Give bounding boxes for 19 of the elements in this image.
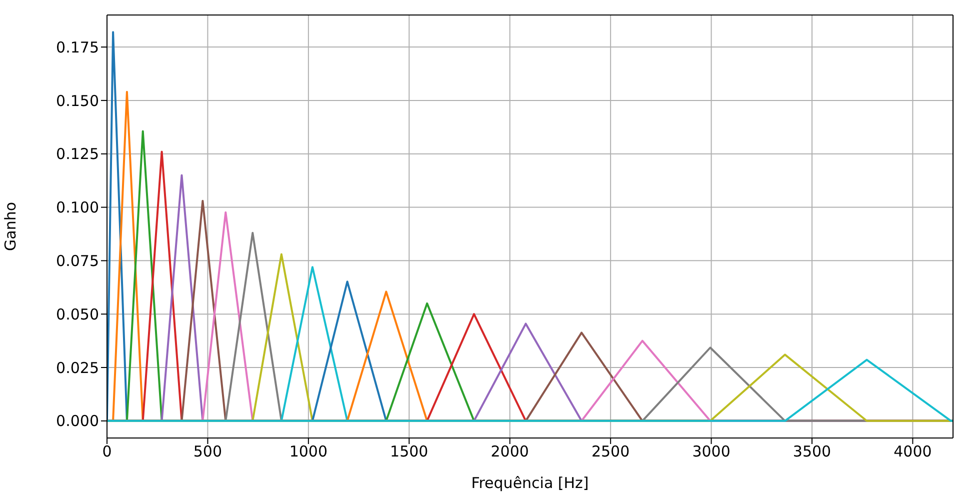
y-tick-label: 0.025 [56, 358, 99, 377]
y-tick-label: 0.050 [56, 305, 99, 324]
x-tick-label: 0 [102, 442, 112, 461]
y-tick-label: 0.150 [56, 92, 99, 110]
x-tick-label: 2000 [490, 442, 529, 461]
x-tick-label: 3000 [692, 442, 730, 461]
x-tick-label: 4000 [894, 442, 932, 461]
x-tick-label: 1000 [289, 442, 328, 461]
y-tick-label: 0.125 [56, 145, 99, 164]
x-tick-label: 500 [193, 442, 222, 461]
x-axis-title: Frequência [Hz] [471, 474, 589, 492]
x-tick-label: 1500 [390, 442, 428, 461]
x-tick-label: 3500 [792, 442, 832, 461]
y-tick-label: 0.100 [56, 198, 99, 217]
y-tick-label: 0.000 [56, 412, 99, 430]
y-axis-title: Ganho [1, 202, 20, 252]
y-tick-label: 0.175 [56, 38, 99, 56]
y-tick-label: 0.075 [56, 252, 99, 270]
x-tick-label: 2500 [591, 442, 630, 461]
